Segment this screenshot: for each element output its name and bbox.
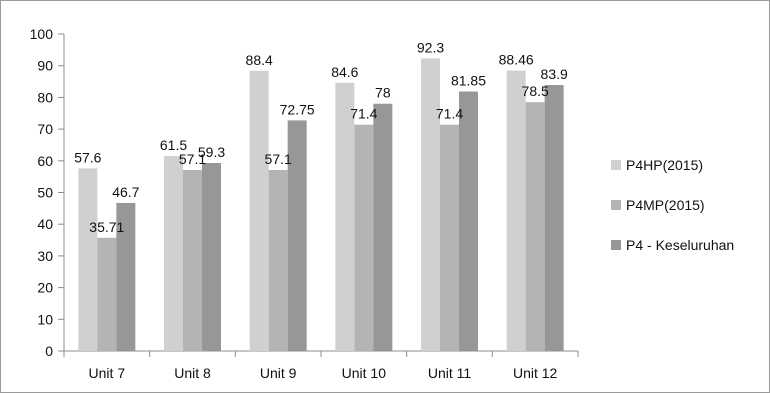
y-axis: 0 10 20 30 40 50 60 70 80 90 100 [30,26,65,359]
y-tick-label: 100 [30,26,54,42]
y-tick-label: 30 [37,248,53,264]
data-label: 78 [375,85,391,101]
bar [268,169,288,351]
legend-swatch [611,240,621,250]
bar [116,202,136,351]
bar [525,102,545,351]
x-tick-label: Unit 8 [174,365,211,381]
bar [287,120,307,351]
x-tick-label: Unit 9 [260,365,297,381]
legend-swatch [611,200,621,210]
data-label: 61.5 [160,137,187,153]
bar [164,156,183,351]
legend-label: P4 - Keseluruhan [626,237,734,253]
x-tick-label: Unit 10 [342,365,387,381]
data-label: 88.4 [246,52,273,68]
x-axis: Unit 7 Unit 8 Unit 9 Unit 10 Unit 11 Unit 12 [63,350,579,381]
legend-swatch [611,160,621,170]
y-tick-label: 70 [37,121,53,137]
y-tick-label: 60 [37,153,53,169]
y-tick-label: 0 [45,343,53,359]
data-label: 92.3 [417,39,444,55]
data-label: 81.85 [451,73,486,89]
data-labels-group: 57.635.7146.761.557.159.388.457.172.7584… [74,39,568,234]
y-tick-label: 80 [37,89,53,105]
data-label: 72.75 [280,101,315,117]
data-label: 83.9 [541,66,568,82]
bar [97,237,117,351]
y-tick-label: 40 [37,216,53,232]
legend-label: P4MP(2015) [626,197,705,213]
y-tick-label: 90 [37,58,53,74]
x-tick-label: Unit 12 [513,365,558,381]
x-tick-label: Unit 7 [89,365,126,381]
bar [440,124,459,351]
bar [78,168,98,351]
data-label: 71.4 [436,106,463,122]
bar [544,85,564,352]
data-label: 57.1 [179,151,206,167]
x-tick-label: Unit 11 [428,365,472,381]
legend: P4HP(2015) P4MP(2015) P4 - Keseluruhan [611,157,734,253]
bar [183,169,202,351]
bar [459,91,478,352]
bar [506,70,526,352]
bar [354,124,374,351]
y-tick-label: 50 [37,185,53,201]
data-label: 46.7 [112,184,139,200]
y-tick-label: 10 [37,311,53,327]
legend-label: P4HP(2015) [626,157,703,173]
data-label: 57.6 [74,149,101,165]
bar [249,70,269,351]
bar [421,58,440,352]
data-label: 84.6 [331,64,358,80]
bar [202,163,221,351]
bar [335,82,355,352]
data-label: 88.46 [499,52,534,68]
data-label: 35.71 [89,219,124,235]
bar [373,103,393,352]
data-label: 57.1 [265,151,292,167]
y-tick-label: 20 [37,280,53,296]
data-label: 78.5 [522,83,549,99]
data-label: 59.3 [198,144,225,160]
bars-group [78,58,564,352]
data-label: 71.4 [350,106,377,122]
